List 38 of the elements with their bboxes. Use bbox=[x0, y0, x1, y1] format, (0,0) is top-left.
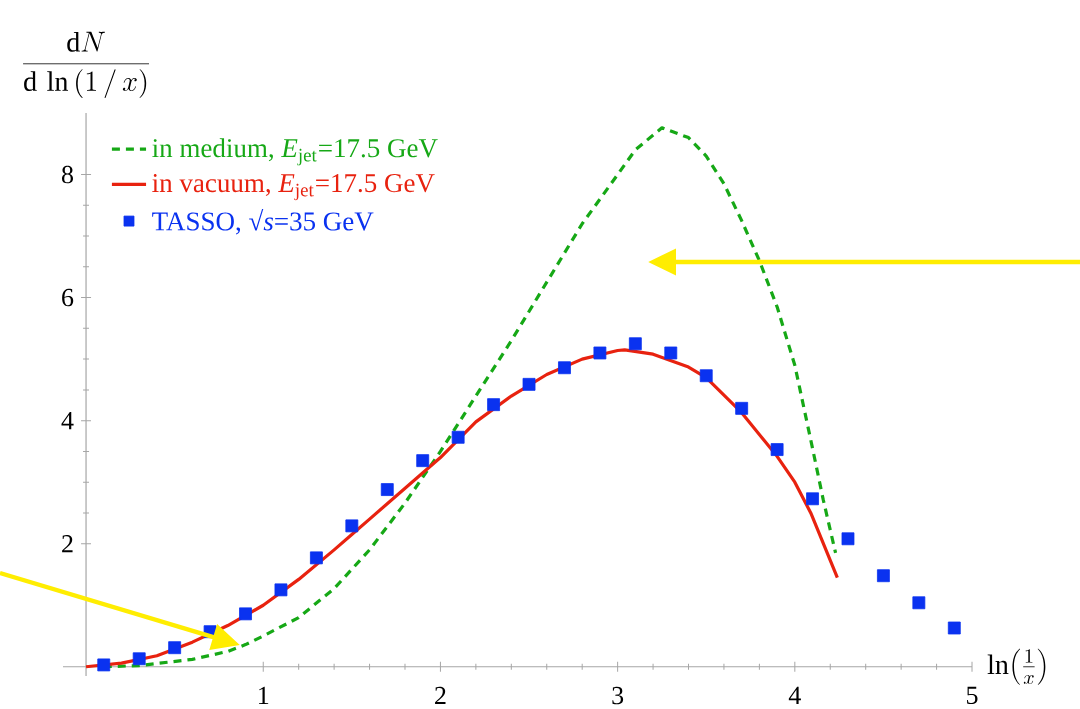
point bbox=[132, 652, 146, 666]
point bbox=[345, 519, 359, 533]
y-tick-label: 6 bbox=[62, 288, 74, 307]
y-axis-title: $\frac{\mathrm{d}N}{\mathrm{d}\,\ln\,(1\,/\,x)}$ bbox=[23, 31, 150, 98]
y-tick-label: 8 bbox=[61, 165, 73, 184]
point bbox=[699, 369, 713, 383]
point bbox=[274, 583, 288, 597]
x-tick-label: 3 bbox=[612, 686, 624, 705]
y-tick-label: 2 bbox=[62, 535, 73, 553]
point bbox=[239, 607, 252, 621]
point bbox=[487, 398, 500, 412]
point bbox=[380, 483, 394, 496]
point bbox=[558, 361, 571, 375]
point bbox=[806, 492, 819, 506]
point bbox=[522, 377, 536, 391]
point bbox=[628, 337, 642, 351]
legend-label: in medium, E$_{jet}$=17.5 GeV bbox=[152, 138, 438, 166]
point bbox=[841, 532, 855, 546]
point bbox=[451, 430, 465, 444]
x-axis-title: $\ln\!\left(\frac{1}{x}\right)$ bbox=[987, 648, 1046, 685]
legend-label: in vacuum, E$_{jet}$=17.5 GeV bbox=[152, 174, 435, 201]
point bbox=[947, 621, 961, 635]
point bbox=[912, 596, 926, 610]
point bbox=[877, 569, 890, 583]
point bbox=[310, 551, 323, 565]
point bbox=[664, 346, 678, 360]
point bbox=[168, 641, 182, 655]
point bbox=[770, 443, 784, 456]
legend-label: TASSO, √s=35 GeV bbox=[152, 208, 374, 235]
x-tick-label: 2 bbox=[435, 686, 446, 705]
point bbox=[593, 346, 607, 360]
point bbox=[416, 454, 430, 468]
point bbox=[735, 401, 749, 415]
x-tick-label: 5 bbox=[967, 686, 978, 705]
point bbox=[97, 658, 111, 672]
x-tick-label: 1 bbox=[259, 686, 269, 704]
x-tick-label: 4 bbox=[788, 686, 801, 704]
y-tick-label: 4 bbox=[61, 412, 74, 430]
